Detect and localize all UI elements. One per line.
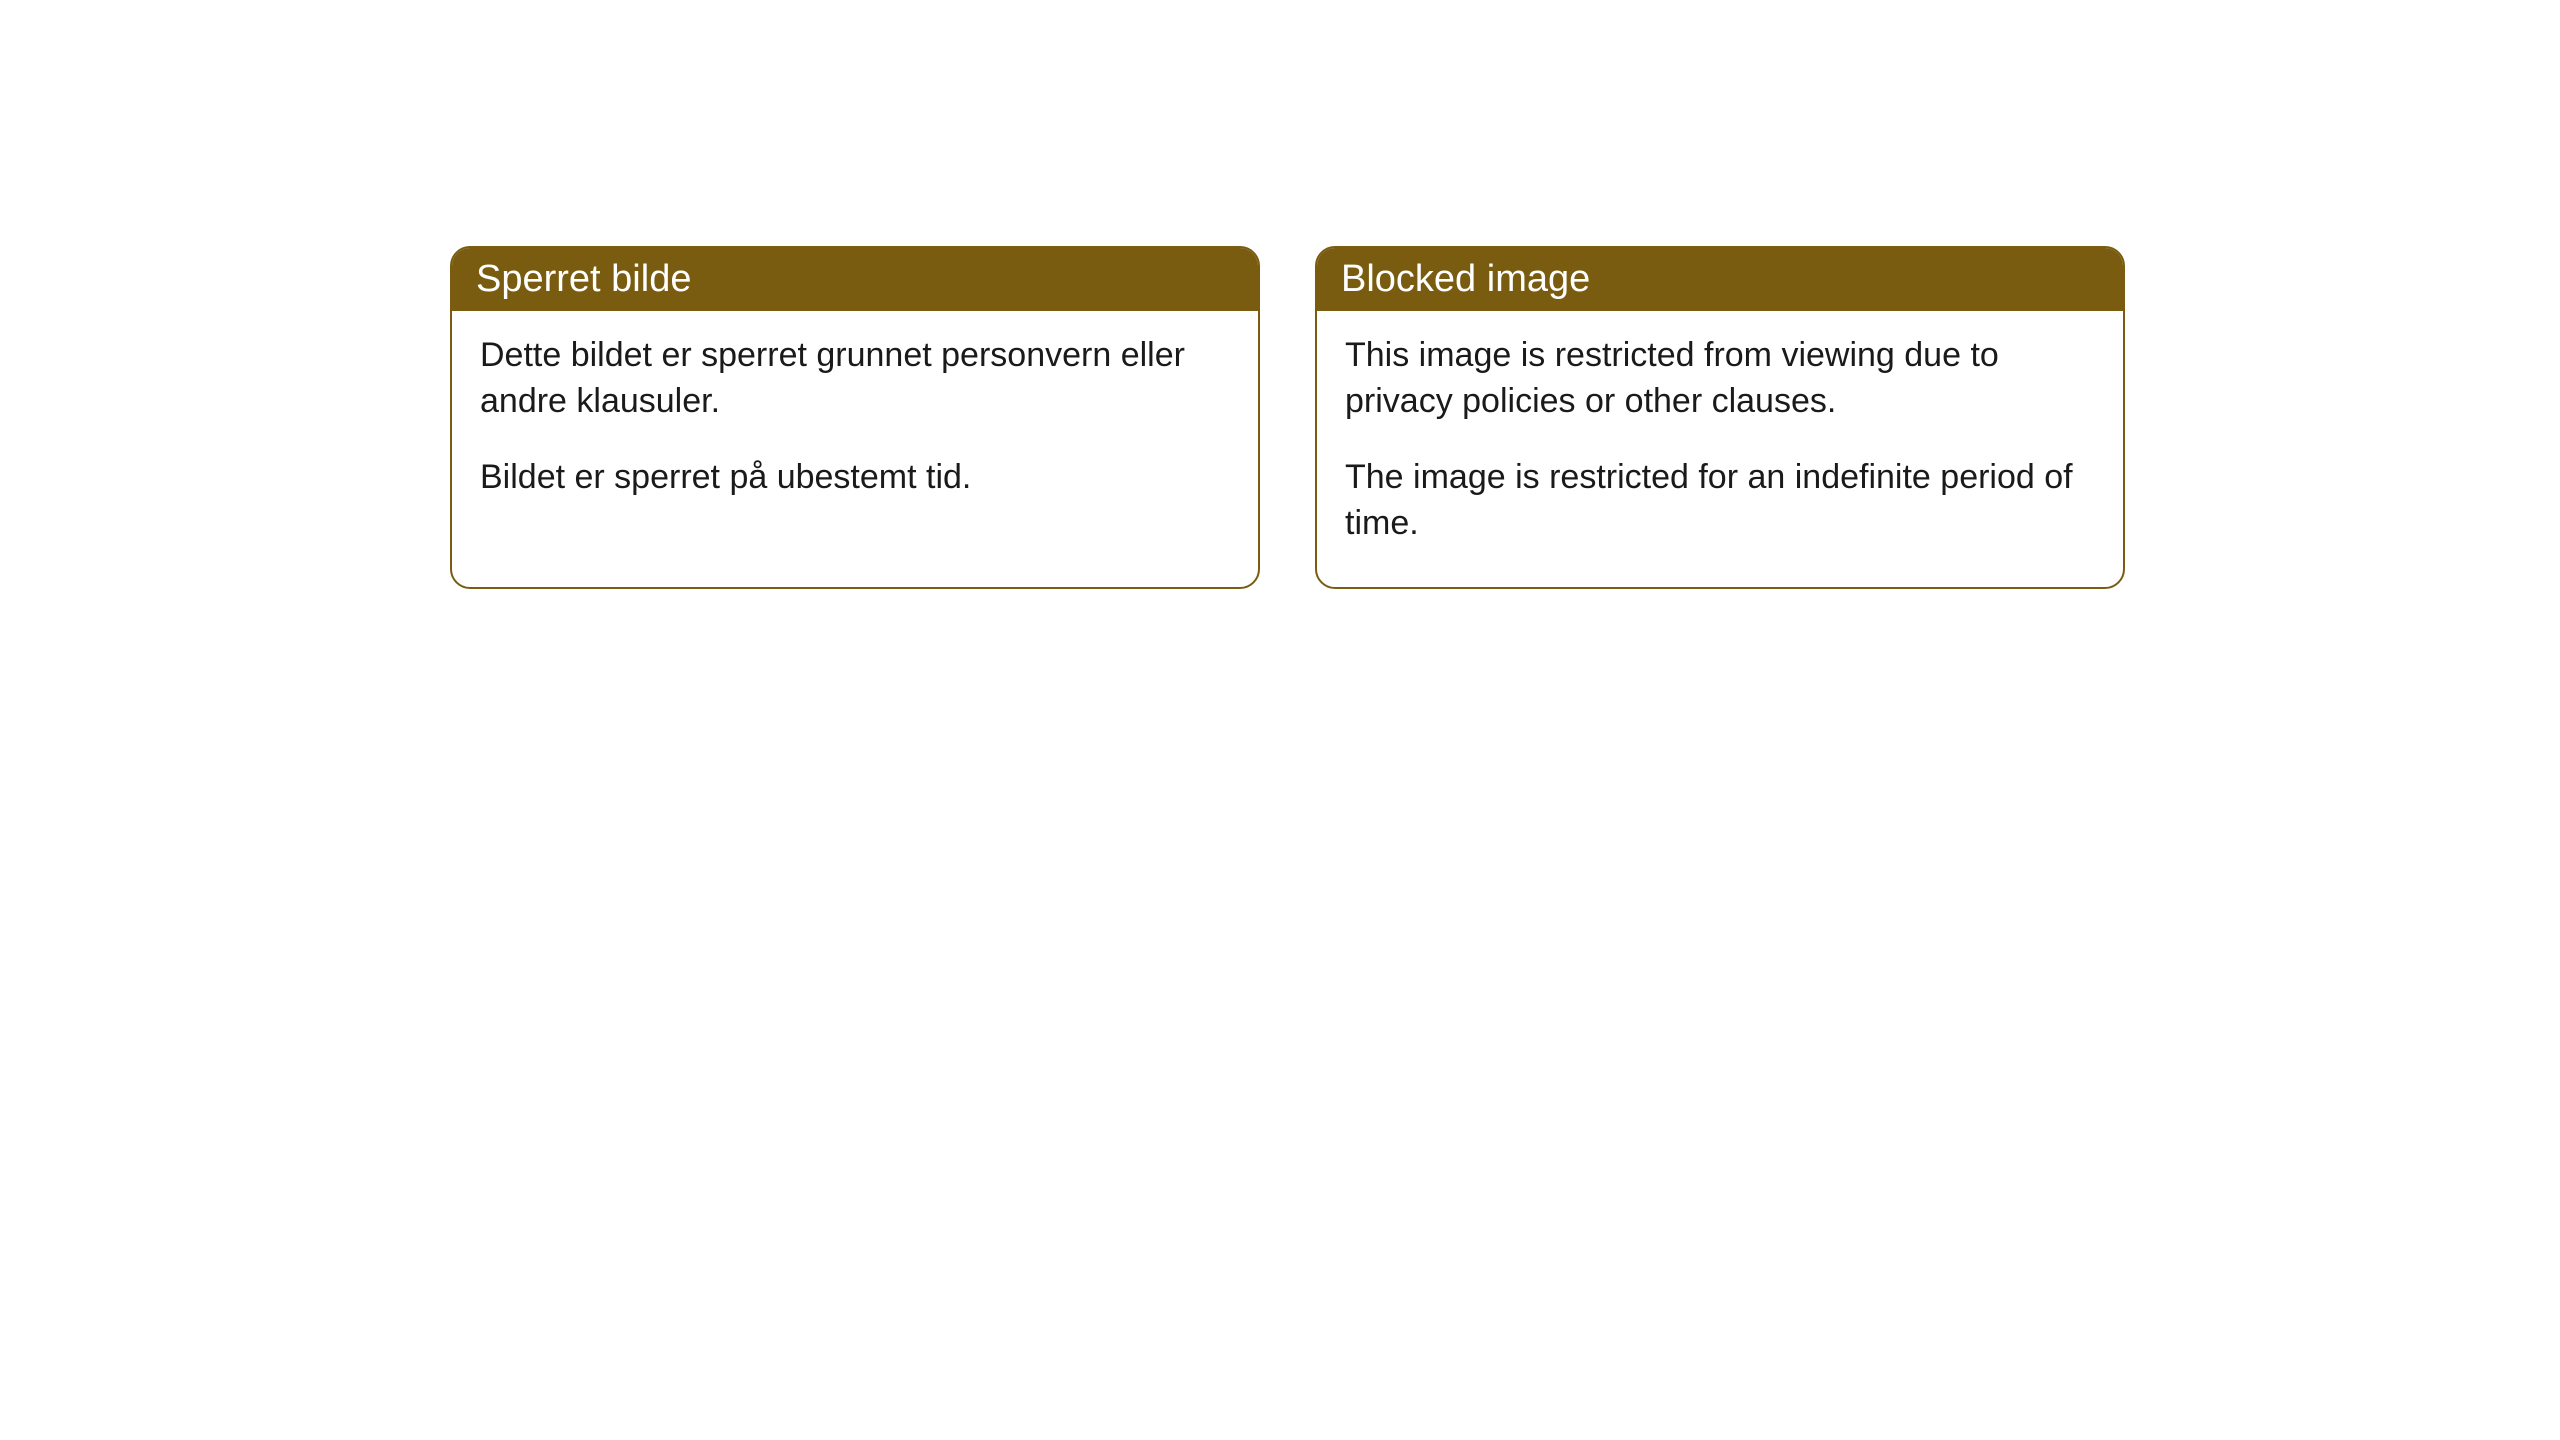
- card-body-en: This image is restricted from viewing du…: [1317, 311, 2123, 587]
- card-text-no-2: Bildet er sperret på ubestemt tid.: [480, 455, 1230, 501]
- blocked-image-card-no: Sperret bilde Dette bildet er sperret gr…: [450, 246, 1260, 589]
- blocked-image-card-en: Blocked image This image is restricted f…: [1315, 246, 2125, 589]
- card-body-no: Dette bildet er sperret grunnet personve…: [452, 311, 1258, 541]
- card-text-no-1: Dette bildet er sperret grunnet personve…: [480, 333, 1230, 425]
- card-header-en: Blocked image: [1317, 248, 2123, 311]
- card-text-en-1: This image is restricted from viewing du…: [1345, 333, 2095, 425]
- card-header-no: Sperret bilde: [452, 248, 1258, 311]
- card-text-en-2: The image is restricted for an indefinit…: [1345, 455, 2095, 547]
- notice-cards-container: Sperret bilde Dette bildet er sperret gr…: [450, 246, 2125, 589]
